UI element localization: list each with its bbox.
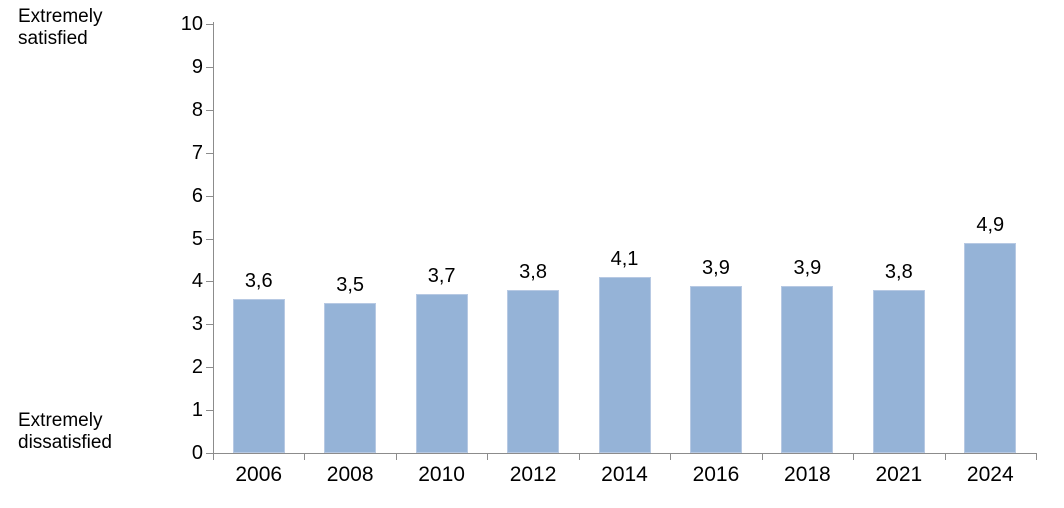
bar-value-label: 3,9 xyxy=(793,256,822,279)
y-axis-tick-label: 9 xyxy=(191,55,203,78)
y-axis-tick-label: 7 xyxy=(191,141,203,164)
bar-value-label: 3,9 xyxy=(702,256,730,279)
x-axis-tick-label: 2021 xyxy=(875,463,923,486)
bar-value-label: 3,5 xyxy=(336,273,365,296)
x-axis-tick-mark xyxy=(304,453,305,460)
y-axis-tick-label: 5 xyxy=(191,227,203,250)
y-axis-tick-label: 2 xyxy=(191,356,203,379)
x-axis-tick-mark xyxy=(1036,453,1037,460)
y-axis-tick-label: 10 xyxy=(180,13,203,35)
y-axis-tick-mark xyxy=(206,110,213,111)
y-axis-tick-mark xyxy=(206,239,213,240)
x-axis-tick-mark xyxy=(213,453,214,460)
bar xyxy=(598,277,651,453)
bar-value-label: 3,8 xyxy=(884,260,913,283)
bar-value-label: 3,6 xyxy=(244,269,273,292)
y-axis-tick-mark xyxy=(206,281,213,282)
y-axis-tick-mark xyxy=(206,153,213,154)
y-axis-tick-mark xyxy=(206,453,213,454)
x-axis-tick-mark xyxy=(579,453,580,460)
x-axis-tick-label: 2010 xyxy=(418,463,465,486)
y-axis-tick-mark xyxy=(206,410,213,411)
bar-value-label: 3,8 xyxy=(519,260,547,283)
y-axis-tick-label: 3 xyxy=(191,313,203,336)
bar xyxy=(415,294,468,453)
bar xyxy=(872,289,925,453)
y-axis-tick-label: 0 xyxy=(191,442,203,464)
bar xyxy=(232,298,285,453)
x-axis-tick-label: 2016 xyxy=(692,463,740,486)
bar xyxy=(781,285,834,453)
x-axis-tick-mark xyxy=(945,453,946,460)
y-axis-tick-label: 4 xyxy=(191,270,203,293)
y-axis-tick-mark xyxy=(206,196,213,197)
x-axis-tick-label: 2024 xyxy=(966,463,1014,486)
y-axis-tick-label: 6 xyxy=(191,184,203,207)
x-axis-tick-mark xyxy=(762,453,763,460)
bar-value-label: 4,9 xyxy=(976,213,1005,236)
x-axis-tick-label: 2006 xyxy=(235,463,283,486)
x-axis-tick-label: 2014 xyxy=(601,463,648,486)
bar xyxy=(964,242,1017,453)
y-axis-tick-label: 1 xyxy=(191,399,203,422)
x-axis-tick-label: 2008 xyxy=(326,463,374,486)
x-axis-tick-label: 2018 xyxy=(784,463,831,486)
x-axis-tick-mark xyxy=(396,453,397,460)
bar xyxy=(324,302,377,453)
x-axis-tick-mark xyxy=(853,453,854,460)
x-axis-tick-mark xyxy=(670,453,671,460)
y-axis-tick-mark xyxy=(206,67,213,68)
y-axis-tick-mark xyxy=(206,24,213,25)
y-axis-tick-mark xyxy=(206,367,213,368)
bar-value-label: 4,1 xyxy=(610,248,639,271)
y-axis-line xyxy=(213,22,214,453)
x-axis-line xyxy=(213,453,1037,454)
y-axis-high-anchor-label: Extremely satisfied xyxy=(18,6,103,49)
y-axis-low-anchor-label: Extremely dissatisfied xyxy=(18,410,112,453)
y-axis-tick-label: 8 xyxy=(191,98,203,121)
bar xyxy=(689,285,742,453)
bar-value-label: 3,7 xyxy=(427,265,456,288)
x-axis-tick-label: 2012 xyxy=(509,463,557,486)
bar xyxy=(507,289,560,453)
x-axis-tick-mark xyxy=(487,453,488,460)
y-axis-tick-mark xyxy=(206,324,213,325)
